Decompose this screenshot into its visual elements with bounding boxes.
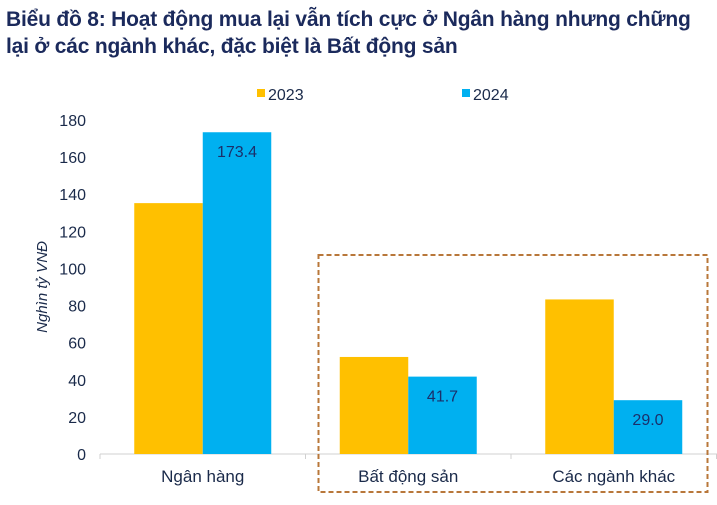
y-tick-label: 120 xyxy=(59,224,86,241)
x-tick-label: Ngân hàng xyxy=(161,467,244,486)
bar-2023 xyxy=(134,203,203,454)
data-label: 173.4 xyxy=(217,144,257,161)
y-tick-label: 0 xyxy=(77,447,86,464)
chart-title: Biểu đồ 8: Hoạt động mua lại vẫn tích cự… xyxy=(6,8,691,58)
x-tick-label: Bất động sản xyxy=(358,467,458,486)
y-tick-label: 60 xyxy=(68,336,86,353)
bar-2023 xyxy=(545,299,614,454)
y-tick-label: 140 xyxy=(59,187,86,204)
data-label: 41.7 xyxy=(427,389,458,406)
bar-2024 xyxy=(202,132,272,454)
legend-label: 2023 xyxy=(268,87,304,104)
data-label: 29.0 xyxy=(632,412,663,429)
y-tick-label: 20 xyxy=(68,410,86,427)
y-tick-label: 100 xyxy=(59,261,86,278)
highlight-dashed-box xyxy=(317,254,709,493)
bar-2024 xyxy=(613,400,683,454)
bar-2024 xyxy=(408,376,477,454)
y-tick-label: 160 xyxy=(59,150,86,167)
y-tick-label: 180 xyxy=(59,113,86,130)
legend-swatch-2023 xyxy=(257,89,265,97)
y-tick-label: 80 xyxy=(68,299,86,316)
x-tick-label: Các ngành khác xyxy=(552,467,675,486)
legend-swatch-2024 xyxy=(462,89,470,97)
legend-label: 2024 xyxy=(473,87,509,104)
y-axis-label: Nghìn tỷ VNĐ xyxy=(34,241,51,333)
y-tick-label: 40 xyxy=(68,373,86,390)
bar-2023 xyxy=(339,356,409,454)
